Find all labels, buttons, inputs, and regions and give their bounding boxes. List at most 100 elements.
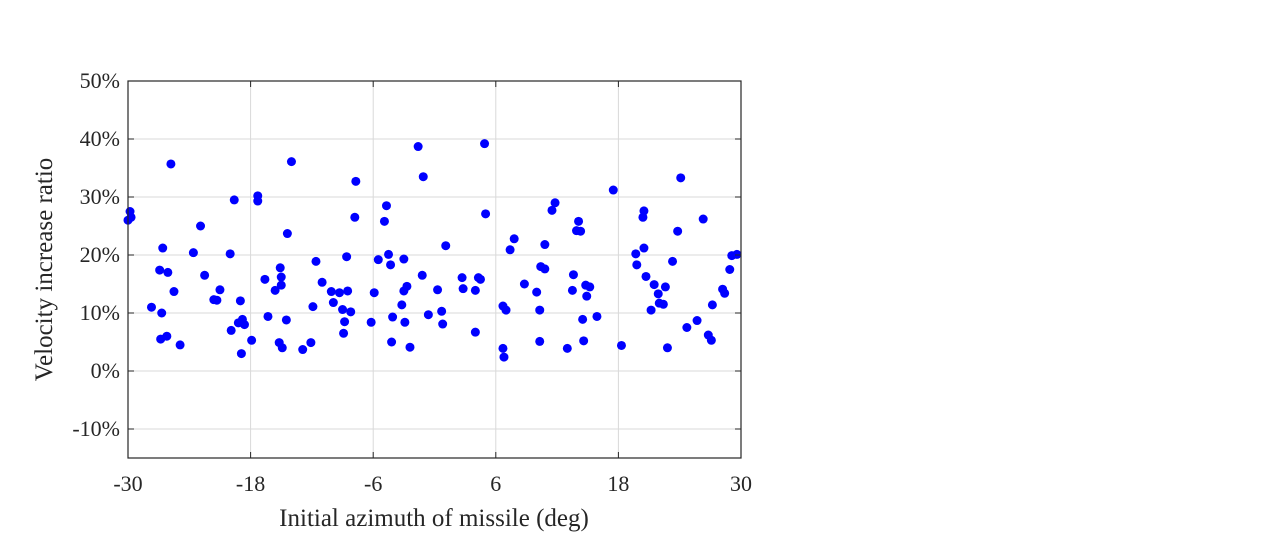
- scatter-point: [188, 248, 198, 258]
- scatter-point: [632, 260, 642, 270]
- scatter-point: [236, 349, 246, 359]
- scatter-point: [574, 216, 584, 226]
- scatter-point: [155, 265, 165, 275]
- scatter-point: [658, 299, 668, 309]
- scatter-point: [298, 345, 308, 355]
- grid-lines: [128, 81, 741, 458]
- scatter-point: [373, 255, 383, 265]
- scatter-point: [276, 280, 286, 290]
- scatter-point: [550, 198, 560, 208]
- scatter-point: [282, 229, 292, 239]
- scatter-point: [239, 320, 249, 330]
- scatter-point: [381, 201, 391, 211]
- scatter-point: [317, 277, 327, 287]
- scatter-point: [247, 335, 257, 345]
- scatter-point: [562, 343, 572, 353]
- scatter-point: [509, 234, 519, 244]
- scatter-point: [540, 264, 550, 274]
- scatter-point: [399, 254, 409, 264]
- scatter-point: [662, 343, 672, 353]
- scatter-point: [676, 173, 686, 183]
- scatter-point: [578, 314, 588, 324]
- scatter-point: [682, 323, 692, 332]
- y-tick-label: -10%: [72, 416, 120, 441]
- scatter-point: [397, 300, 407, 310]
- scatter-point: [668, 256, 678, 266]
- scatter-point: [162, 331, 172, 341]
- scatter-point: [338, 305, 348, 315]
- scatter-point: [229, 195, 239, 205]
- scatter-point: [200, 270, 210, 280]
- scatter-point: [413, 142, 423, 152]
- scatter-point: [641, 271, 651, 281]
- scatter-point: [649, 280, 659, 290]
- scatter-point: [196, 221, 206, 231]
- x-tick-label: 30: [730, 471, 752, 496]
- scatter-point: [126, 212, 136, 222]
- y-axis-title: Velocity increase ratio: [31, 158, 58, 382]
- axis-ticks: [127, 80, 742, 458]
- scatter-point: [582, 291, 592, 301]
- scatter-point: [567, 285, 577, 295]
- scatter-point: [725, 265, 735, 274]
- scatter-point: [481, 209, 491, 219]
- scatter-point: [720, 288, 730, 298]
- scatter-point: [480, 139, 490, 149]
- scatter-point: [169, 287, 179, 297]
- scatter-point: [576, 226, 586, 236]
- scatter-point: [158, 243, 168, 253]
- scatter-point: [499, 352, 509, 362]
- scatter-point: [438, 319, 448, 329]
- y-tick-label: 30%: [80, 184, 120, 209]
- scatter-point: [535, 305, 545, 315]
- scatter-point: [270, 285, 280, 295]
- scatter-point: [457, 273, 467, 283]
- scatter-point: [433, 285, 443, 295]
- scatter-point: [692, 316, 702, 326]
- scatter-point: [334, 288, 344, 298]
- scatter-point: [388, 312, 398, 322]
- scatter-point: [732, 249, 742, 259]
- x-tick-label: -18: [236, 471, 265, 496]
- scatter-point: [277, 343, 287, 353]
- scatter-point: [157, 308, 167, 318]
- scatter-point: [328, 298, 338, 308]
- scatter-point: [308, 302, 318, 312]
- tick-labels: -30 -18 -6 6 18 30 -10% 0% 10% 20% 30% 40% 50%: [72, 68, 752, 496]
- x-tick-label: 18: [607, 471, 629, 496]
- scatter-point: [386, 260, 396, 270]
- scatter-point: [175, 340, 185, 350]
- scatter-point: [340, 317, 350, 327]
- scatter-point: [475, 274, 485, 284]
- y-tick-label: 0%: [91, 358, 120, 383]
- scatter-point: [366, 317, 376, 327]
- scatter-point: [470, 327, 480, 337]
- scatter-point: [286, 157, 296, 167]
- scatter-point: [653, 289, 663, 299]
- scatter-point: [326, 287, 336, 297]
- scatter-point: [568, 270, 578, 280]
- scatter-point: [608, 185, 618, 195]
- scatter-point: [342, 252, 352, 262]
- scatter-point: [163, 267, 173, 277]
- scatter-point: [660, 282, 670, 292]
- scatter-point: [458, 284, 468, 294]
- scatter-point: [519, 279, 529, 289]
- scatter-point: [417, 270, 427, 280]
- scatter-point: [535, 336, 545, 346]
- scatter-point: [631, 249, 641, 259]
- scatter-point: [369, 288, 379, 298]
- y-tick-label: 20%: [80, 242, 120, 267]
- scatter-point: [212, 295, 222, 305]
- y-tick-label: 10%: [80, 300, 120, 325]
- scatter-point: [673, 226, 683, 236]
- scatter-point: [418, 172, 428, 182]
- scatter-point: [339, 328, 349, 338]
- scatter-point: [343, 286, 353, 296]
- scatter-point: [579, 336, 589, 346]
- scatter-point: [311, 256, 321, 266]
- scatter-point: [437, 306, 447, 316]
- scatter-point: [351, 176, 361, 186]
- scatter-point: [646, 305, 656, 315]
